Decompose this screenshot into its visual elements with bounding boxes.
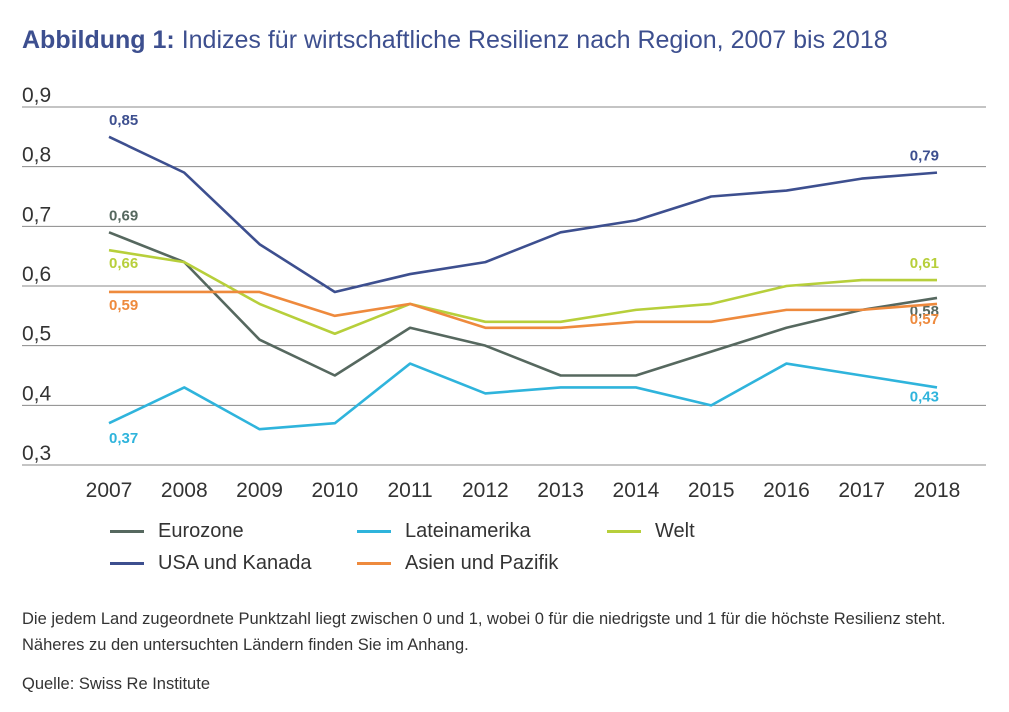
- data-label: 0,85: [109, 112, 138, 129]
- legend-swatch: [357, 530, 391, 533]
- series-line-eurozone: [108, 231, 938, 377]
- chart-note: Die jedem Land zugeordnete Punktzahl lie…: [22, 610, 946, 654]
- data-label: 0,61: [910, 255, 939, 272]
- x-tick-label: 2013: [537, 479, 584, 502]
- data-label: 0,79: [910, 148, 939, 165]
- legend-label: Asien und Pazifik: [405, 552, 559, 574]
- legend-item: Lateinamerika: [357, 520, 531, 543]
- data-label: 0,57: [910, 311, 939, 328]
- x-tick-label: 2012: [462, 479, 509, 502]
- x-tick-label: 2009: [236, 479, 283, 502]
- legend-item: Welt: [607, 520, 695, 543]
- data-label: 0,37: [109, 430, 138, 447]
- chart-source: Quelle: Swiss Re Institute: [22, 675, 210, 693]
- series-line-asien-und-pazifik: [109, 290, 938, 330]
- title-text: Indizes für wirtschaftliche Resilienz na…: [181, 26, 888, 54]
- x-tick-label: 2015: [688, 479, 735, 502]
- legend-label: Welt: [655, 520, 695, 542]
- y-tick-label: 0,7: [22, 203, 51, 226]
- data-label: 0,59: [109, 297, 138, 314]
- legend-swatch: [607, 530, 641, 533]
- data-label: 0,58: [910, 303, 939, 320]
- line-chart: 0,9 0,8 0,7 0,6 0,5 0,4 0,3 2007 2008 2009 2010 201…: [22, 84, 986, 502]
- data-label: 0,66: [109, 255, 138, 272]
- y-tick-label: 0,8: [22, 144, 51, 167]
- legend-swatch: [357, 562, 391, 565]
- series-line-usa-und-kanada: [108, 135, 938, 294]
- legend-item: Asien und Pazifik: [357, 552, 558, 575]
- chart-legend: Eurozone Lateinamerika Welt USA und Kanada A…: [110, 520, 810, 590]
- x-tick-label: 2007: [86, 479, 133, 502]
- x-tick-label: 2008: [161, 479, 208, 502]
- y-tick-label: 0,4: [22, 382, 52, 405]
- x-tick-label: 2011: [388, 479, 433, 502]
- data-label: 0,69: [109, 207, 138, 224]
- series-line-lateinamerika: [108, 362, 938, 431]
- legend-swatch: [110, 562, 144, 565]
- y-tick-label: 0,3: [22, 442, 51, 465]
- x-tick-label: 2018: [914, 479, 961, 502]
- x-tick-label: 2010: [311, 479, 358, 502]
- legend-label: Lateinamerika: [405, 520, 531, 542]
- title-prefix: Abbildung 1:: [22, 26, 175, 54]
- legend-label: Eurozone: [158, 520, 244, 542]
- legend-swatch: [110, 530, 144, 533]
- y-tick-label: 0,5: [22, 323, 51, 346]
- x-tick-label: 2017: [838, 479, 885, 502]
- legend-item: USA und Kanada: [110, 552, 311, 575]
- y-tick-label: 0,9: [22, 84, 51, 107]
- x-tick-label: 2016: [763, 479, 810, 502]
- y-tick-label: 0,6: [22, 263, 51, 286]
- chart-title: Abbildung 1: Indizes für wirtschaftliche…: [22, 26, 888, 55]
- legend-item: Eurozone: [110, 520, 244, 543]
- series-line-welt: [108, 248, 937, 336]
- x-tick-label: 2014: [613, 479, 660, 502]
- legend-label: USA und Kanada: [158, 552, 312, 574]
- data-label: 0,43: [910, 388, 939, 405]
